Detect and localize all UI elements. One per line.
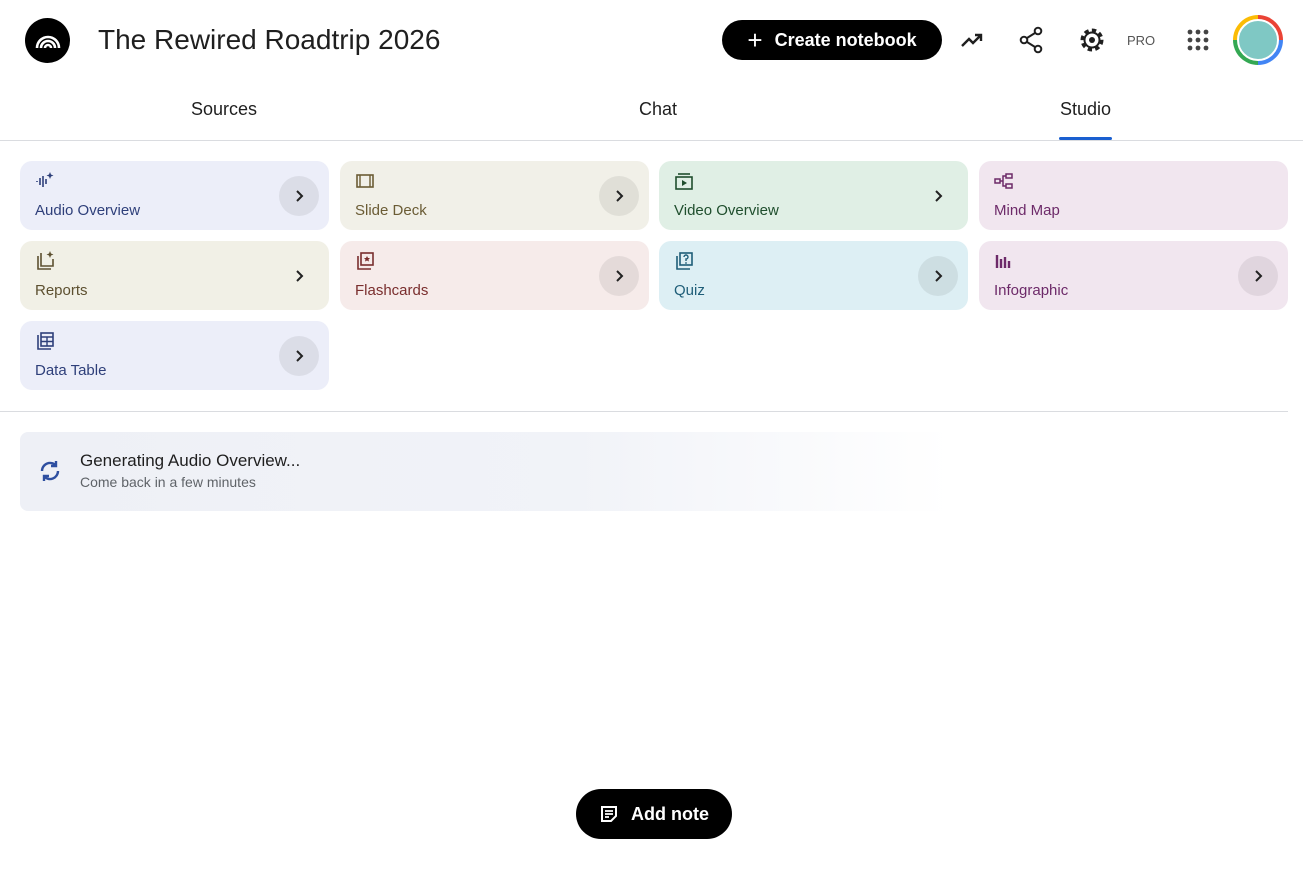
active-tab-indicator	[1059, 137, 1112, 140]
audio-waveform-sparkle-icon	[36, 172, 54, 187]
generating-subtitle: Come back in a few minutes	[80, 474, 256, 490]
video-play-icon	[675, 173, 693, 190]
section-divider	[0, 411, 1288, 412]
generating-title: Generating Audio Overview...	[80, 451, 301, 470]
create-notebook-button[interactable]: + Create notebook	[722, 20, 942, 60]
chevron-right-button[interactable]	[918, 256, 958, 296]
app-logo[interactable]	[25, 18, 70, 63]
add-note-button[interactable]: Add note	[576, 789, 732, 839]
chevron-right-button[interactable]	[599, 176, 639, 216]
chevron-right-button[interactable]	[279, 256, 319, 296]
studio-card-audio-overview[interactable]: Audio Overview	[20, 161, 329, 230]
share-icon	[1019, 26, 1043, 54]
share-button[interactable]	[1013, 22, 1049, 58]
slides-icon	[356, 174, 374, 188]
pro-badge: PRO	[1127, 33, 1156, 48]
studio-card-reports[interactable]: Reports	[20, 241, 329, 310]
studio-card-label: Slide Deck	[355, 202, 427, 219]
apps-grid-icon	[1187, 29, 1209, 51]
studio-card-flashcards[interactable]: Flashcards	[340, 241, 649, 310]
notebook-title[interactable]: The Rewired Roadtrip 2026	[98, 24, 441, 55]
tab-sources[interactable]: Sources	[191, 99, 258, 119]
gear-icon	[1080, 28, 1104, 52]
chevron-right-icon	[935, 190, 943, 202]
add-note-label: Add note	[631, 803, 709, 824]
create-notebook-label: Create notebook	[774, 29, 917, 50]
sync-icon	[40, 461, 60, 481]
chevron-right-icon	[296, 190, 304, 202]
chevron-right-button[interactable]	[918, 176, 958, 216]
studio-card-label: Video Overview	[674, 202, 779, 219]
studio-card-label: Data Table	[35, 362, 107, 379]
quiz-icon	[676, 252, 693, 270]
flashcards-icon	[357, 252, 374, 270]
avatar-image	[1237, 19, 1279, 61]
studio-card-label: Infographic	[994, 282, 1069, 299]
table-icon	[37, 332, 54, 350]
note-icon	[601, 806, 617, 822]
studio-card-label: Quiz	[674, 282, 705, 299]
tab-studio[interactable]: Studio	[1060, 99, 1112, 119]
chevron-right-icon	[296, 270, 304, 282]
studio-card-label: Mind Map	[994, 202, 1060, 219]
plus-icon: +	[747, 25, 763, 55]
bar-chart-icon	[995, 255, 1011, 268]
studio-card-label: Flashcards	[355, 282, 429, 299]
apps-button[interactable]	[1180, 22, 1216, 58]
studio-card-data-table[interactable]: Data Table	[20, 321, 329, 390]
studio-card-label: Audio Overview	[35, 202, 141, 219]
reports-sparkle-icon	[37, 251, 54, 270]
chevron-right-button[interactable]	[279, 176, 319, 216]
mind-map-icon	[994, 173, 1013, 189]
settings-button[interactable]	[1074, 22, 1110, 58]
chevron-right-button[interactable]	[599, 256, 639, 296]
studio-card-label: Reports	[35, 282, 88, 299]
chevron-right-icon	[296, 350, 304, 362]
studio-card-video-overview[interactable]: Video Overview	[659, 161, 968, 230]
studio-card-infographic[interactable]: Infographic	[979, 241, 1288, 310]
tab-divider	[0, 140, 1303, 141]
account-avatar[interactable]	[1233, 15, 1283, 65]
studio-card-mind-map[interactable]: Mind Map	[979, 161, 1288, 230]
chevron-right-icon	[935, 270, 943, 282]
chevron-right-button[interactable]	[279, 336, 319, 376]
studio-card-quiz[interactable]: Quiz	[659, 241, 968, 310]
tab-chat[interactable]: Chat	[639, 99, 678, 119]
chevron-right-icon	[1255, 270, 1263, 282]
chevron-right-button[interactable]	[1238, 256, 1278, 296]
generating-status-card: Generating Audio Overview... Come back i…	[20, 432, 950, 511]
chevron-right-icon	[616, 190, 624, 202]
chevron-right-icon	[616, 270, 624, 282]
studio-card-slide-deck[interactable]: Slide Deck	[340, 161, 649, 230]
trending-up-icon	[961, 33, 983, 47]
logo-icon	[35, 35, 60, 48]
analytics-button[interactable]	[955, 22, 991, 58]
